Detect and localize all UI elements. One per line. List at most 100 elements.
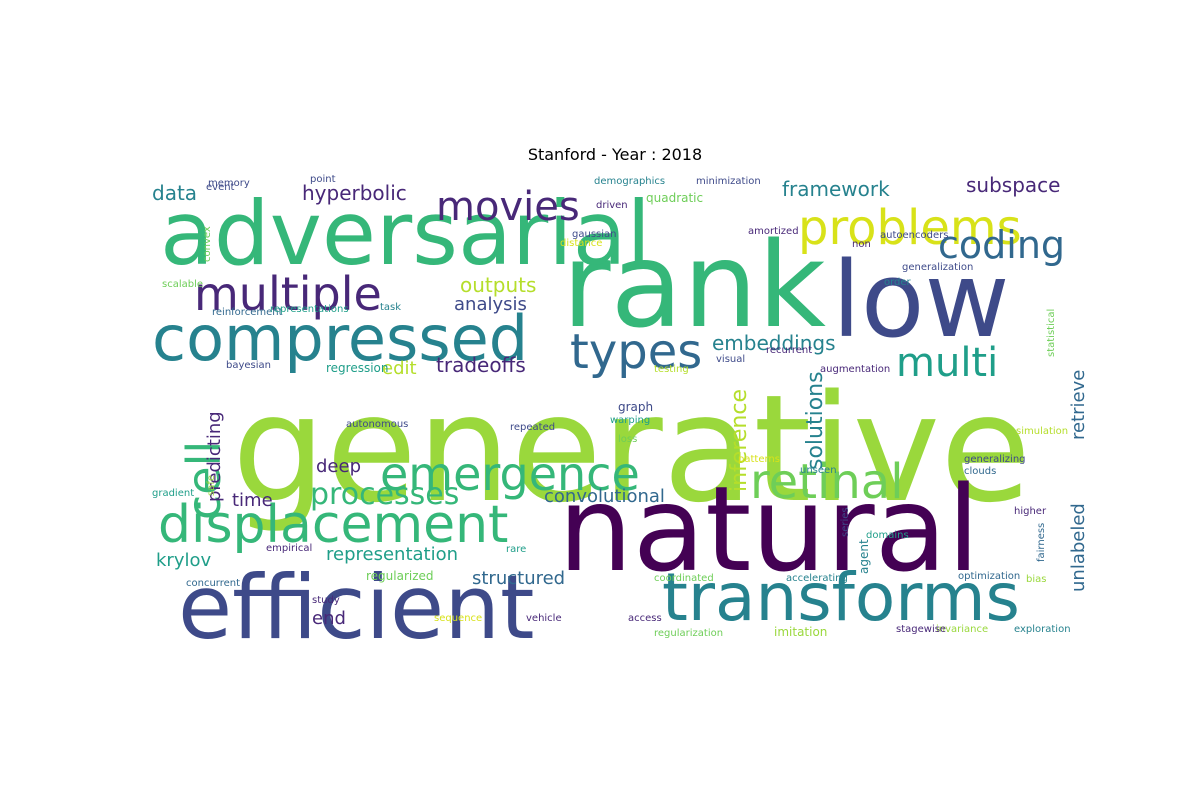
cloud-word: order xyxy=(884,277,912,288)
cloud-word: data xyxy=(152,181,197,205)
cloud-word: gradient xyxy=(152,488,194,499)
cloud-word: hyperbolic xyxy=(302,181,407,205)
cloud-word: optimization xyxy=(958,571,1020,582)
cloud-word: deep xyxy=(316,456,361,477)
cloud-word: event xyxy=(206,182,235,193)
cloud-word: retrieve xyxy=(1068,370,1089,440)
cloud-word: predicting xyxy=(204,411,225,502)
cloud-word: agent xyxy=(857,539,871,574)
cloud-word: testing xyxy=(654,364,689,375)
cloud-word: transforms xyxy=(662,559,1020,636)
cloud-word: analysis xyxy=(454,294,527,315)
cloud-word: inference xyxy=(727,389,752,492)
cloud-word: rare xyxy=(506,544,526,555)
cloud-word: emergence xyxy=(380,447,640,501)
cloud-word: multi xyxy=(896,340,998,386)
cloud-word: non xyxy=(852,239,871,250)
cloud-word: movies xyxy=(436,184,580,230)
cloud-word: gaussian xyxy=(572,229,616,240)
cloud-word: graph xyxy=(618,400,653,414)
cloud-word: sequence xyxy=(434,613,482,624)
cloud-word: types xyxy=(570,324,702,380)
cloud-word: reinforcement xyxy=(212,307,283,318)
cloud-word: domains xyxy=(866,530,909,541)
cloud-word: vehicle xyxy=(526,613,562,624)
cloud-word: task xyxy=(380,302,401,313)
cloud-word: compressed xyxy=(152,302,528,375)
cloud-word: higher xyxy=(1014,506,1047,517)
cloud-word: unlabeled xyxy=(1068,503,1089,592)
cloud-word: edit xyxy=(382,358,417,379)
cloud-word: bayesian xyxy=(226,360,271,371)
cloud-word: point xyxy=(310,174,336,185)
cloud-word: structured xyxy=(472,568,565,589)
cloud-word: displacement xyxy=(158,495,508,555)
cloud-word: memory xyxy=(208,178,250,189)
cloud-word: statistical xyxy=(1046,309,1057,357)
cloud-word: loss xyxy=(618,434,637,445)
cloud-word: subspace xyxy=(966,173,1060,197)
word-cloud: generative natural rank low adversarial effic… xyxy=(150,172,1090,642)
cloud-word: simulation xyxy=(1016,426,1068,437)
cloud-word: bias xyxy=(1026,574,1046,585)
cloud-word: augmentation xyxy=(820,364,890,375)
cloud-word: recurrent xyxy=(766,345,812,356)
cloud-word: patterns xyxy=(738,454,780,465)
cloud-word: regression xyxy=(326,361,389,375)
cloud-word: clouds xyxy=(964,466,996,477)
cloud-word: multiple xyxy=(194,267,382,321)
cloud-word: representation xyxy=(326,544,458,565)
cloud-word: amortized xyxy=(748,226,799,237)
cloud-word: convolutional xyxy=(544,486,665,507)
cloud-word: autonomous xyxy=(346,419,408,430)
cloud-word: regularized xyxy=(366,569,434,583)
cloud-word: scalable xyxy=(162,279,203,290)
cloud-word: adversarial xyxy=(160,182,651,285)
cloud-word: demographics xyxy=(594,176,665,187)
cloud-word: warping xyxy=(610,415,650,426)
cloud-word: minimization xyxy=(696,176,761,187)
cloud-word: representations xyxy=(270,304,349,315)
cloud-word: distance xyxy=(560,238,602,249)
cloud-word: generalization xyxy=(902,262,973,273)
cloud-word: generative xyxy=(232,363,1031,535)
cloud-word: invariance xyxy=(936,624,988,635)
cloud-word: tradeoffs xyxy=(436,353,526,377)
cloud-word: framework xyxy=(782,177,890,201)
cloud-word: driven xyxy=(596,200,628,211)
cloud-word: low xyxy=(832,239,1010,361)
cloud-word: retinal xyxy=(750,454,904,510)
cloud-word: study xyxy=(312,595,340,606)
cloud-word: repeated xyxy=(510,422,555,433)
cloud-word: imitation xyxy=(774,625,827,639)
cloud-word: rank xyxy=(562,216,826,354)
cloud-word: time xyxy=(232,490,273,511)
cloud-word: stagewise xyxy=(896,624,946,635)
cloud-word: empirical xyxy=(266,543,312,554)
cloud-word: safe xyxy=(206,475,217,496)
cloud-word: end xyxy=(312,608,346,629)
cloud-word: regularization xyxy=(654,628,723,639)
cloud-word: embeddings xyxy=(712,331,836,355)
cloud-word: coordinated xyxy=(654,573,714,584)
cloud-word: accelerating xyxy=(786,573,848,584)
cloud-word: unseen xyxy=(800,465,837,476)
cloud-word: krylov xyxy=(156,550,211,571)
cloud-word: coding xyxy=(938,223,1065,267)
cloud-word: exploration xyxy=(1014,624,1071,635)
cloud-word: autoencoders xyxy=(880,230,948,241)
cloud-word: cell xyxy=(177,441,231,520)
cloud-word: access xyxy=(628,613,662,624)
cloud-word: efficient xyxy=(178,556,534,642)
cloud-word: generalizing xyxy=(964,454,1026,465)
cloud-word: processes xyxy=(310,477,459,512)
cloud-word: natural xyxy=(558,460,980,598)
cloud-title: Stanford - Year : 2018 xyxy=(527,145,703,164)
cloud-word: quadratic xyxy=(646,191,703,205)
cloud-word: concurrent xyxy=(186,578,240,589)
cloud-word: fairness xyxy=(1036,523,1047,562)
cloud-word: problems xyxy=(798,200,1022,256)
cloud-word: solutions xyxy=(803,371,828,470)
cloud-word: outputs xyxy=(460,273,536,297)
